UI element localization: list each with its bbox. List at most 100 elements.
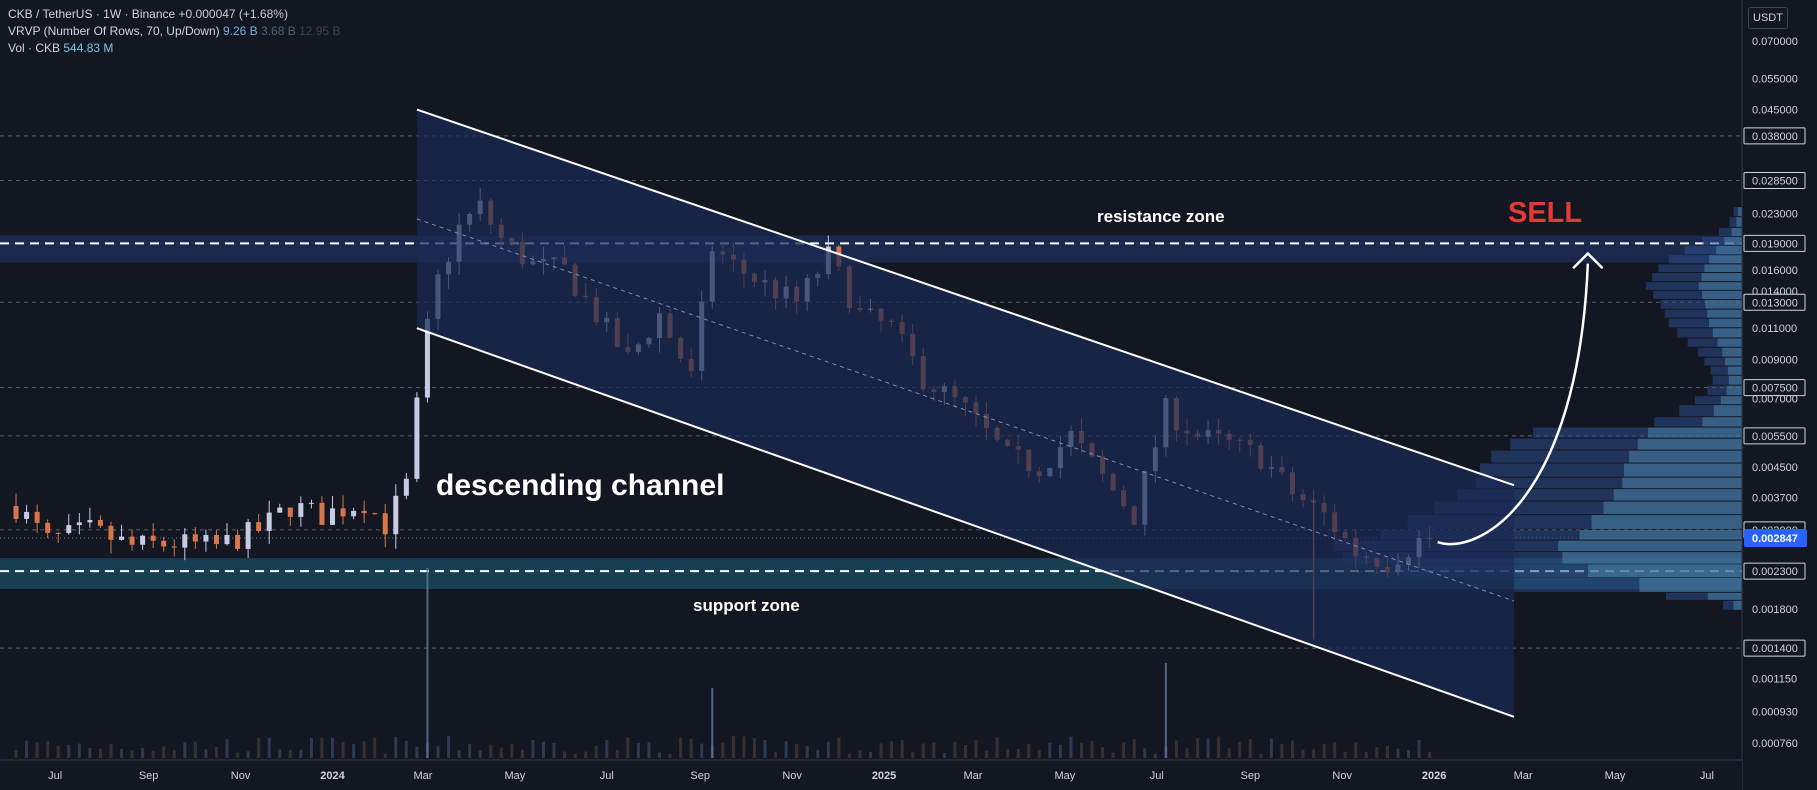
volume-bar [373,737,377,758]
volume-bar [1417,739,1421,758]
volume-bar [985,750,989,758]
volume-bar [1407,750,1411,758]
time-tick-label: May [504,770,525,782]
volume-bar [1016,749,1020,758]
volume-bar [1322,743,1326,758]
profile-bar-up [1702,290,1742,299]
profile-bar-total [1687,338,1742,347]
time-tick-label: May [1055,770,1076,782]
time-axis-ticks[interactable]: Jul Sep Nov 2024 Mar May Jul Sep Nov 2025 Mar May Ju… [48,770,1714,782]
descending-channel[interactable] [416,108,1515,718]
price-tick-label: 0.016000 [1752,265,1798,277]
resistance-label: resistance zone [1097,207,1225,226]
candle-body [140,535,146,545]
price-tick-label: 0.023000 [1752,209,1798,221]
volume-bar [468,743,472,758]
profile-bar-total [1666,592,1742,600]
price-tick-box [1743,293,1806,311]
volume-bar [67,744,71,758]
profile-bar-up [1624,463,1742,477]
volume-bar [1333,742,1337,758]
profile-bar-total [1719,227,1742,237]
volume-bar [932,742,936,758]
price-tick-label: 0.009000 [1752,354,1798,366]
price-tick-box [1743,639,1806,657]
profile-bar-up [1639,578,1742,592]
annotations: descending channel resistance zone suppo… [436,197,1604,615]
volume-bar [1396,748,1400,758]
volume-bar [56,745,60,758]
volume-bar [541,741,545,758]
volume-bar [869,751,873,758]
symbol-title: CKB / TetherUS · 1W · Binance [8,7,176,21]
channel-label: descending channel [436,469,724,502]
price-tick-label: 0.011000 [1752,323,1797,335]
vrvp-total: 9.26 B [222,24,258,38]
volume-bar [911,752,915,758]
volume-bar [1079,743,1083,758]
volume-bar [236,752,240,758]
candle-body [256,522,262,531]
volume-bar [1259,753,1263,758]
vrvp-up: 3.68 B [261,24,296,38]
candle-body [182,534,188,548]
volume-bar [499,747,503,758]
profile-bar-total [1707,385,1742,396]
volume-bar [784,741,788,758]
volume-bar [404,740,408,758]
legend-volume-row[interactable]: Vol · CKB 544.83 M [8,40,340,57]
price-tick-label: 0.019000 [1752,238,1798,250]
volume-bar [225,739,229,758]
profile-bar-total [1684,245,1742,255]
profile-bar-total [1733,207,1742,217]
profile-bar-total [1694,396,1742,405]
time-tick-label: Mar [964,770,983,782]
volume-bar [1428,751,1432,758]
currency-button[interactable]: USDT [1748,7,1788,29]
price-tick-box [1743,427,1806,445]
profile-bar-total [1668,318,1742,328]
price-axis-ticks[interactable]: 0.070000 0.055000 0.045000 0.038000 0.028500… [1743,36,1806,750]
price-tick-label: 0.007000 [1752,393,1798,405]
volume-bar [98,748,102,758]
profile-bar-up [1724,237,1742,245]
legend-vrvp-row[interactable]: VRVP (Number Of Rows, 70, Up/Down) 9.26 … [8,23,340,40]
time-tick-label: Jul [1700,770,1714,782]
profile-bar-total [1677,328,1742,338]
price-tick-label: 0.004500 [1752,462,1798,474]
profile-bar-total [1491,450,1742,463]
volume-bar [774,752,778,758]
profile-bar-total [1333,540,1742,552]
profile-bar-up [1704,264,1742,273]
time-tick-label: Nov [782,770,802,782]
profile-bar-up [1705,299,1742,309]
time-axis-background [0,760,1742,790]
candle-body [351,510,357,517]
profile-bar-up [1579,529,1742,540]
volume-bar [658,752,662,758]
volume-bar [415,746,419,758]
volume-bar [1196,738,1200,758]
candle-body [308,502,314,504]
volume-bar [1280,743,1284,758]
volume-bar [1006,749,1010,758]
volume-bar [457,750,461,758]
candle-body [372,513,378,515]
time-tick-label: Sep [690,770,710,782]
volume-bar [826,741,830,758]
volume-bar [847,753,851,758]
price-tick-label: 0.002300 [1752,566,1798,578]
profile-bar-total [1668,255,1742,264]
profile-bar-total [1660,299,1742,309]
volume-bar [383,753,387,758]
legend-symbol-row[interactable]: CKB / TetherUS · 1W · Binance +0.000047 … [8,6,340,23]
candle-body [34,511,40,523]
volume-bar [489,744,493,758]
candle-body [161,540,167,547]
channel-midline [416,218,1515,602]
volume-bar [130,750,134,758]
candle-body [119,536,125,540]
volume-bar [1069,736,1073,758]
volume-bar [77,743,81,758]
